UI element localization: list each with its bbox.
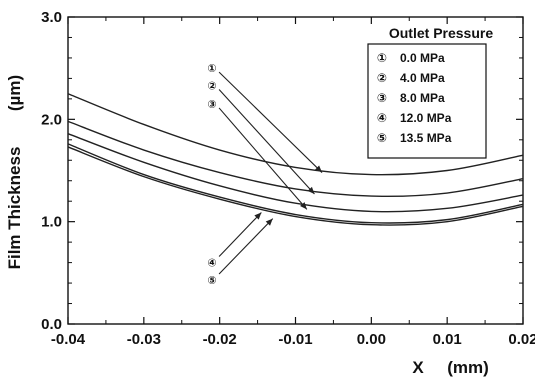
x-tick-label: 0.00 — [357, 331, 386, 348]
x-axis-title: X — [412, 358, 424, 377]
legend-label-2: 4.0 MPa — [400, 71, 445, 85]
curve-label-3: ③ — [207, 99, 216, 111]
legend-marker-5: ⑤ — [377, 131, 387, 145]
annotation-arrow-3 — [218, 107, 308, 210]
x-tick-label: -0.02 — [203, 331, 237, 348]
legend-label-5: 13.5 MPa — [400, 131, 452, 145]
curve-label-4: ④ — [207, 258, 216, 270]
series-line-2 — [67, 120, 524, 198]
annotation-arrow-1 — [218, 71, 323, 173]
series-line-3 — [67, 133, 524, 213]
y-axis-unit: (µm) — [5, 75, 24, 111]
x-axis-unit: (mm) — [447, 358, 489, 377]
annotation-arrowhead-5 — [265, 218, 273, 226]
x-tick-label: 0.02 — [508, 331, 535, 348]
series-lines — [67, 93, 524, 226]
series-line-1 — [67, 93, 524, 176]
annotation-arrowhead-2 — [307, 186, 315, 195]
curve-annotations: ① ② ③ ④ ⑤ — [207, 63, 323, 287]
curve-label-2: ② — [207, 81, 216, 93]
legend: Outlet Pressure ① 0.0 MPa ② 4.0 MPa ③ 8.0 MPa… — [367, 25, 493, 159]
legend-marker-2: ② — [377, 71, 387, 85]
y-axis-ticks: 0.0 1.0 2.0 3.0 — [41, 9, 523, 333]
annotation-arrow-2 — [218, 89, 315, 195]
y-tick-label: 2.0 — [41, 111, 62, 128]
curve-label-1: ① — [207, 63, 216, 75]
x-tick-label: -0.04 — [51, 331, 86, 348]
legend-marker-4: ④ — [377, 111, 387, 125]
legend-title: Outlet Pressure — [389, 25, 493, 41]
curve-label-5: ⑤ — [207, 275, 216, 287]
x-tick-label: -0.03 — [127, 331, 161, 348]
annotation-arrowhead-3 — [300, 202, 307, 210]
annotation-arrowhead-4 — [254, 212, 262, 220]
legend-label-3: 8.0 MPa — [400, 91, 445, 105]
legend-label-4: 12.0 MPa — [400, 111, 452, 125]
annotation-arrow-4 — [218, 212, 262, 257]
legend-box — [367, 43, 487, 159]
annotation-arrow-5 — [218, 218, 274, 275]
legend-marker-1: ① — [377, 51, 387, 65]
x-tick-label: 0.01 — [433, 331, 462, 348]
y-tick-label: 3.0 — [41, 9, 62, 26]
x-tick-label: -0.01 — [278, 331, 312, 348]
legend-marker-3: ③ — [377, 91, 387, 105]
annotation-arrowhead-1 — [314, 165, 323, 173]
x-axis-ticks: -0.04 -0.03 -0.02 -0.01 0.00 0.01 0.02 — [51, 17, 535, 348]
legend-label-1: 0.0 MPa — [400, 51, 445, 65]
series-line-4 — [67, 143, 524, 224]
series-line-5 — [67, 146, 524, 226]
y-axis-title: Film Thickness — [5, 147, 24, 270]
y-tick-label: 1.0 — [41, 214, 62, 231]
y-tick-label: 0.0 — [41, 316, 62, 333]
